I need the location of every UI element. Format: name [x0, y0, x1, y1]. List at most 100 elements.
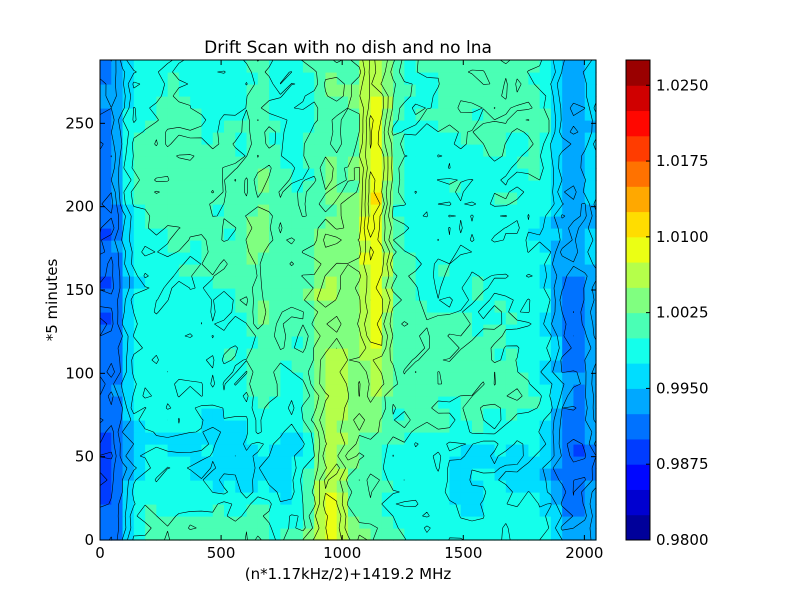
heatmap-cell	[133, 204, 146, 217]
heatmap-cell	[122, 456, 135, 469]
heatmap-cell	[460, 324, 473, 337]
heatmap-cell	[573, 420, 586, 433]
heatmap-cell	[550, 216, 563, 229]
heatmap-cell	[573, 120, 586, 133]
heatmap-cell	[178, 120, 191, 133]
heatmap-cell	[257, 504, 270, 517]
heatmap-cell	[336, 396, 349, 409]
heatmap-cell	[133, 96, 146, 109]
heatmap-cell	[517, 96, 529, 109]
heatmap-cell	[111, 456, 124, 469]
heatmap-cell	[325, 60, 338, 73]
heatmap-cell	[201, 60, 214, 73]
heatmap-cell	[336, 168, 349, 181]
heatmap-cell	[438, 180, 451, 193]
heatmap-cell	[573, 168, 586, 181]
contour-line	[312, 59, 391, 541]
heatmap-cell	[483, 132, 496, 145]
heatmap-cell	[235, 108, 248, 121]
heatmap-cell	[539, 240, 552, 253]
heatmap-cell	[100, 324, 112, 337]
heatmap-cell	[111, 336, 124, 349]
heatmap-cell	[494, 432, 507, 445]
heatmap-cell	[460, 96, 473, 109]
heatmap-cell	[472, 444, 484, 457]
heatmap-cell	[449, 504, 462, 517]
heatmap-cell	[224, 228, 236, 241]
heatmap-cell	[291, 528, 304, 541]
heatmap-cell	[381, 144, 394, 157]
heatmap-cell	[302, 132, 315, 145]
heatmap-cell	[269, 120, 281, 133]
heatmap-cell	[133, 300, 146, 313]
heatmap-cell	[257, 168, 270, 181]
heatmap-cell	[246, 312, 259, 325]
heatmap-cell	[573, 264, 586, 277]
heatmap-cells	[100, 60, 597, 541]
heatmap-cell	[145, 168, 157, 181]
heatmap-cell	[133, 372, 146, 385]
heatmap-cell	[190, 396, 203, 409]
heatmap-cell	[178, 528, 191, 541]
heatmap-cell	[291, 264, 304, 277]
heatmap-cell	[280, 372, 293, 385]
heatmap-cell	[505, 72, 518, 85]
heatmap-cell	[291, 240, 304, 253]
heatmap-cell	[550, 240, 563, 253]
heatmap-cell	[246, 300, 259, 313]
heatmap-cell	[539, 252, 552, 265]
heatmap-cell	[348, 300, 360, 313]
heatmap-cell	[314, 408, 327, 421]
heatmap-cell	[201, 108, 214, 121]
heatmap-cell	[269, 72, 281, 85]
heatmap-cell	[246, 432, 259, 445]
heatmap-cell	[584, 324, 597, 337]
heatmap-cell	[111, 96, 124, 109]
heatmap-cell	[190, 288, 203, 301]
heatmap-cell	[562, 180, 575, 193]
heatmap-cell	[494, 516, 507, 529]
heatmap-cell	[156, 516, 169, 529]
heatmap-cell	[302, 228, 315, 241]
heatmap-cell	[494, 264, 507, 277]
heatmap-cell	[235, 324, 248, 337]
heatmap-cell	[325, 516, 338, 529]
heatmap-cell	[573, 348, 586, 361]
heatmap-cell	[381, 276, 394, 289]
heatmap-cell	[111, 420, 124, 433]
heatmap-cell	[584, 312, 597, 325]
heatmap-cell	[573, 396, 586, 409]
heatmap-cell	[460, 204, 473, 217]
heatmap-cell	[145, 240, 157, 253]
heatmap-cell	[246, 72, 259, 85]
heatmap-cell	[460, 252, 473, 265]
heatmap-cell	[235, 480, 248, 493]
heatmap-cell	[528, 180, 541, 193]
heatmap-cell	[393, 240, 405, 253]
x-tick-label: 0	[95, 544, 105, 562]
heatmap-cell	[359, 480, 372, 493]
heatmap-cell	[246, 180, 259, 193]
heatmap-cell	[201, 252, 214, 265]
heatmap-cell	[528, 360, 541, 373]
heatmap-cell	[291, 276, 304, 289]
heatmap-cell	[449, 492, 462, 505]
heatmap-cell	[528, 420, 541, 433]
heatmap-cell	[156, 312, 169, 325]
heatmap-cell	[235, 276, 248, 289]
heatmap-cell	[404, 72, 417, 85]
heatmap-cell	[449, 408, 462, 421]
heatmap-cell	[246, 408, 259, 421]
heatmap-cell	[280, 228, 293, 241]
heatmap-cell	[539, 456, 552, 469]
heatmap-cell	[370, 228, 383, 241]
heatmap-cell	[393, 264, 405, 277]
heatmap-cell	[460, 456, 473, 469]
heatmap-cell	[280, 192, 293, 205]
heatmap-cell	[235, 60, 248, 73]
heatmap-cell	[460, 228, 473, 241]
heatmap-cell	[111, 492, 124, 505]
heatmap-cell	[111, 516, 124, 529]
heatmap-cell	[460, 420, 473, 433]
heatmap-cell	[122, 132, 135, 145]
